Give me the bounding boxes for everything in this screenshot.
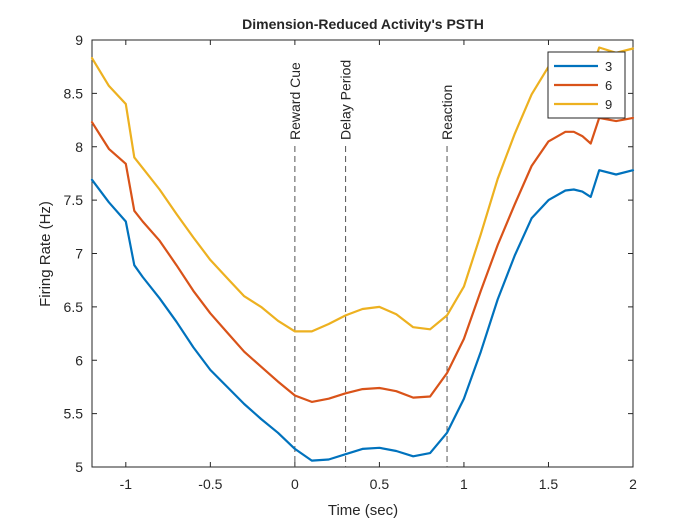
y-axis-label: Firing Rate (Hz) xyxy=(37,201,54,307)
y-tick-label: 8 xyxy=(75,139,83,155)
chart-title: Dimension-Reduced Activity's PSTH xyxy=(242,16,484,32)
x-tick-label: 0.5 xyxy=(370,476,390,492)
y-tick-label: 5 xyxy=(75,459,83,475)
y-tick-label: 7 xyxy=(75,246,83,262)
y-tick-label: 5.5 xyxy=(64,406,84,422)
x-tick-label: -0.5 xyxy=(198,476,222,492)
legend-label: 9 xyxy=(605,97,612,112)
plot-area: -1 -0.5 0 0.5 1 1.5 2 5 5.5 6 6.5 7 7.5 8 8.5 9 Reward C… xyxy=(64,32,638,492)
series-line-6 xyxy=(90,116,635,403)
x-tick-label: 1 xyxy=(460,476,468,492)
y-tick-label: 7.5 xyxy=(64,192,84,208)
legend-label: 3 xyxy=(605,59,612,74)
x-tick-label: 1.5 xyxy=(539,476,559,492)
y-tick-label: 6 xyxy=(75,352,83,368)
event-label: Reaction xyxy=(439,85,455,140)
series-line-3 xyxy=(90,169,635,462)
event-label: Delay Period xyxy=(338,60,354,140)
x-axis-label: Time (sec) xyxy=(328,502,398,519)
legend-label: 6 xyxy=(605,78,612,93)
event-label: Reward Cue xyxy=(287,62,303,140)
x-tick-label: 2 xyxy=(629,476,637,492)
x-tick-label: -1 xyxy=(120,476,133,492)
y-tick-label: 9 xyxy=(75,32,83,48)
y-tick-label: 6.5 xyxy=(64,299,84,315)
y-tick-label: 8.5 xyxy=(64,85,84,101)
x-tick-label: 0 xyxy=(291,476,299,492)
